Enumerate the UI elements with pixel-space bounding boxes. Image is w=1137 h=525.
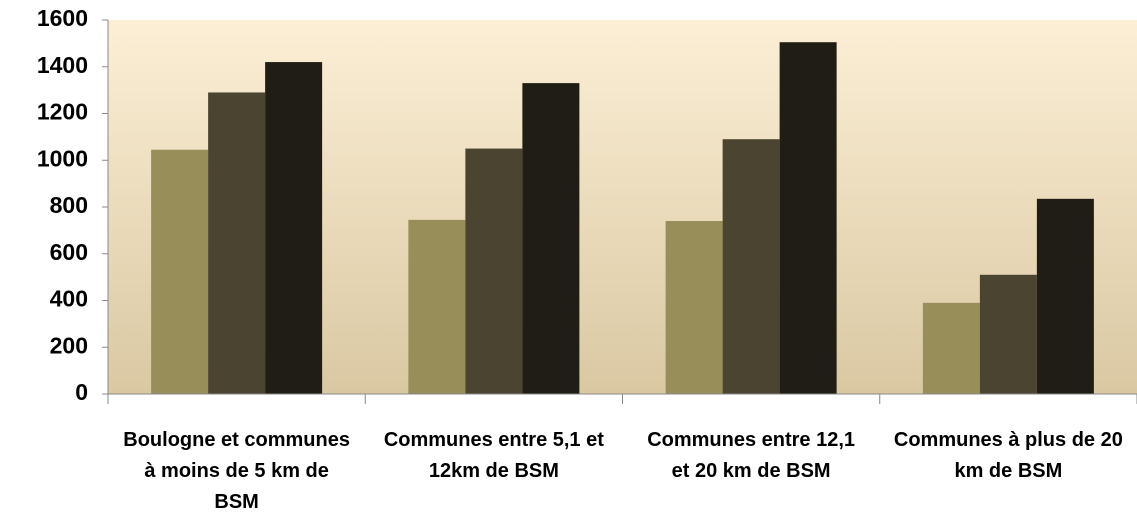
x-tick-label: Communes à plus de 20 km de BSM <box>893 429 1123 482</box>
bar <box>151 149 209 394</box>
x-tick-label: Communes entre 12,1 et 20 km de BSM <box>647 429 856 482</box>
bar <box>408 219 466 394</box>
y-tick-label: 1200 <box>37 99 88 125</box>
bar <box>979 274 1037 394</box>
y-tick-label: 1000 <box>37 145 88 171</box>
bar <box>722 139 780 394</box>
bar <box>522 83 580 395</box>
bar <box>779 42 837 395</box>
y-tick-label: 800 <box>50 192 88 218</box>
y-tick-label: 200 <box>50 332 88 358</box>
y-tick-label: 1400 <box>37 52 88 78</box>
bar <box>1036 198 1094 394</box>
y-tick-label: 1600 <box>37 5 88 31</box>
bar <box>922 302 980 394</box>
bar <box>208 92 266 395</box>
bar <box>265 62 323 394</box>
y-tick-label: 0 <box>75 379 88 405</box>
x-tick-label: Boulogne et communes à moins de 5 km de … <box>123 429 350 513</box>
x-tick-label: Communes entre 5,1 et 12km de BSM <box>383 429 604 482</box>
bar <box>665 221 723 394</box>
y-tick-label: 600 <box>50 239 88 265</box>
y-tick-label: 400 <box>50 286 88 312</box>
bar <box>465 148 523 394</box>
